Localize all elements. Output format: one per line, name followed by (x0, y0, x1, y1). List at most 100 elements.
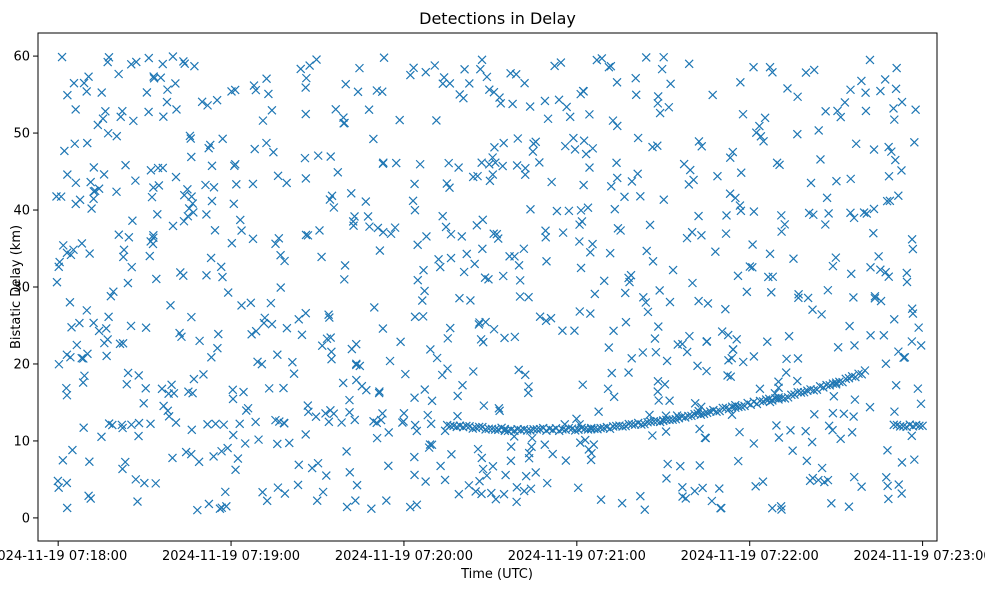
clutter-point (262, 74, 271, 84)
clutter-point (118, 252, 128, 262)
track-point (712, 407, 721, 417)
clutter-point (203, 419, 212, 429)
clutter-point (425, 440, 435, 449)
clutter-point (884, 272, 894, 282)
clutter-point (514, 365, 524, 375)
clutter-point (635, 191, 645, 201)
clutter-point (794, 289, 804, 299)
clutter-point (695, 424, 704, 434)
clutter-point (814, 125, 824, 135)
clutter-point (879, 330, 889, 340)
clutter-point (884, 142, 894, 152)
clutter-point (542, 478, 552, 488)
clutter-point (585, 309, 595, 319)
clutter-point (638, 292, 648, 302)
clutter-point (621, 317, 631, 327)
clutter-point (576, 205, 586, 215)
clutter-point (97, 88, 107, 97)
clutter-point (303, 407, 313, 417)
clutter-point (71, 178, 81, 188)
clutter-point (368, 134, 378, 144)
track-point (834, 377, 844, 387)
clutter-point (824, 421, 834, 431)
clutter-point (79, 423, 89, 433)
clutter-point (206, 253, 216, 263)
clutter-point (768, 67, 777, 77)
clutter-point (141, 383, 151, 393)
clutter-point (697, 230, 706, 240)
clutter-point (909, 455, 919, 465)
clutter-point (78, 378, 88, 387)
clutter-point (77, 353, 87, 363)
clutter-point (437, 370, 447, 380)
clutter-point (228, 394, 238, 404)
clutter-point (468, 367, 478, 376)
clutter-point (69, 78, 79, 88)
clutter-point (475, 318, 484, 327)
clutter-point (253, 357, 262, 367)
clutter-point (209, 182, 219, 192)
clutter-point (652, 141, 662, 151)
clutter-point (229, 161, 239, 171)
clutter-point (148, 230, 158, 240)
clutter-point (568, 133, 578, 143)
clutter-point (114, 69, 124, 79)
clutter-point (443, 333, 453, 343)
clutter-point (324, 313, 334, 322)
clutter-point (203, 100, 213, 110)
clutter-point (71, 104, 81, 114)
clutter-point (759, 136, 768, 146)
clutter-point (793, 354, 803, 363)
clutter-point (541, 226, 550, 236)
clutter-point (78, 354, 88, 363)
clutter-point (373, 223, 383, 233)
clutter-point (756, 131, 766, 141)
clutter-point (511, 69, 521, 79)
track-point (426, 419, 436, 429)
clutter-point (118, 423, 128, 433)
clutter-point (902, 277, 912, 287)
clutter-point (396, 337, 406, 347)
clutter-point (506, 442, 516, 452)
clutter-point (662, 356, 672, 366)
clutter-point (550, 61, 560, 71)
clutter-point (148, 183, 158, 192)
clutter-point (342, 502, 352, 512)
clutter-point (58, 455, 68, 465)
clutter-point (276, 250, 285, 260)
clutter-point (77, 239, 87, 248)
clutter-point (661, 427, 671, 436)
clutter-point (345, 407, 354, 417)
clutter-point (880, 74, 890, 84)
clutter-point (80, 371, 89, 381)
clutter-point (458, 93, 468, 103)
clutter-point (378, 324, 388, 333)
clutter-point (717, 327, 727, 336)
clutter-point (821, 106, 831, 116)
clutter-point (106, 291, 116, 301)
clutter-point (807, 437, 817, 447)
clutter-point (342, 446, 352, 456)
clutter-point (721, 229, 731, 239)
clutter-point (862, 209, 872, 219)
clutter-point (603, 384, 613, 394)
clutter-point (564, 206, 574, 216)
clutter-point (170, 79, 180, 88)
clutter-point (271, 415, 280, 425)
clutter-point (624, 368, 633, 378)
clutter-point (249, 81, 259, 90)
clutter-point (144, 107, 154, 117)
clutter-point (865, 402, 875, 412)
clutter-point (586, 455, 596, 465)
clutter-point (408, 196, 418, 206)
clutter-point (410, 470, 419, 480)
clutter-point (885, 196, 895, 206)
clutter-point (490, 142, 499, 152)
clutter-point (824, 209, 834, 218)
clutter-point (695, 460, 705, 470)
clutter-point (876, 296, 886, 306)
clutter-point (665, 396, 674, 406)
clutter-point (657, 64, 667, 74)
clutter-point (723, 370, 732, 380)
